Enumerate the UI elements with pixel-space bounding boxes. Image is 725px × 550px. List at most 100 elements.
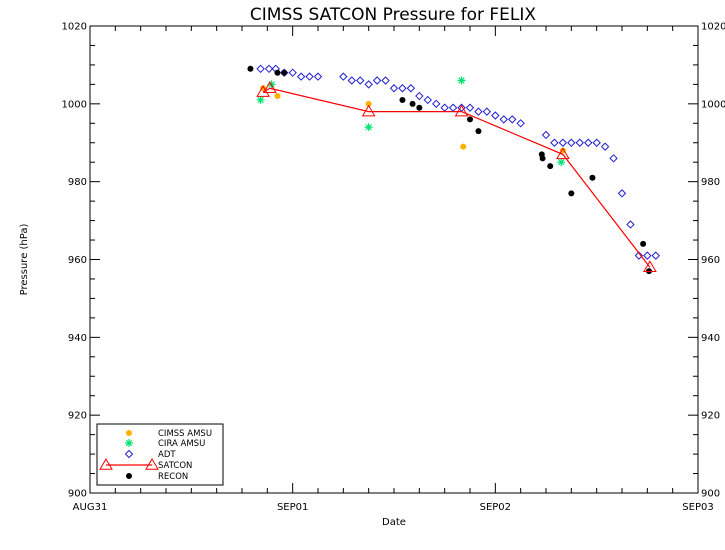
y-tick-label-left: 900 — [68, 489, 87, 500]
recon-point — [568, 190, 575, 197]
adt-point — [432, 99, 441, 109]
legend-item-satcon: SATCON — [99, 458, 192, 471]
adt-point — [448, 103, 458, 112]
adt-point — [356, 76, 365, 85]
cira-amsu-point — [364, 123, 373, 132]
axis-tick-labels: 900 900 920 920 940 940 960 960 980 980 1000 1000 10… — [62, 22, 725, 514]
y-tick-label-right: 940 — [701, 333, 720, 344]
adt-point — [372, 76, 382, 85]
plot-frame — [89, 25, 699, 494]
series-cira-amsu — [256, 76, 566, 167]
legend-marker-adt — [124, 449, 134, 459]
y-tick-label-right: 920 — [701, 411, 720, 422]
series-satcon — [256, 81, 657, 272]
cimss-amsu-point — [460, 143, 467, 150]
adt-point — [474, 107, 483, 116]
adt-point — [491, 111, 500, 120]
legend-label-cira-amsu: CIRA AMSU — [158, 439, 205, 449]
cimss-amsu-point — [274, 93, 281, 100]
y-tick-label-right: 960 — [701, 255, 720, 266]
y-tick-label-left: 980 — [68, 177, 87, 188]
recon-point — [247, 65, 254, 72]
legend-marker-satcon — [99, 458, 113, 470]
recon-point — [416, 104, 423, 111]
satcon-point — [256, 85, 270, 97]
adt-point — [499, 115, 508, 124]
satcon-point — [454, 104, 469, 117]
adt-point — [609, 154, 618, 163]
legend-item-adt: ADT — [124, 449, 176, 460]
adt-point — [398, 84, 407, 93]
adt-point — [313, 72, 323, 81]
recon-point — [281, 69, 288, 76]
satcon-point — [556, 147, 570, 160]
recon-point — [539, 155, 546, 162]
adt-point — [600, 142, 610, 151]
recon-point — [274, 69, 281, 76]
cimss-amsu-point — [559, 147, 566, 154]
adt-point — [264, 64, 274, 74]
adt-point — [575, 138, 584, 147]
adt-point — [558, 138, 568, 147]
adt-point — [406, 84, 416, 93]
adt-point — [288, 68, 297, 77]
adt-point — [256, 64, 265, 74]
adt-point — [541, 130, 551, 140]
recon-point — [640, 240, 647, 247]
adt-point — [339, 72, 348, 81]
adt-point — [516, 119, 525, 128]
x-tick-label: SEP03 — [682, 502, 713, 513]
x-axis-label: Date — [382, 517, 406, 528]
adt-point — [592, 138, 601, 147]
chart-title: CIMSS SATCON Pressure for FELIX — [250, 5, 536, 25]
adt-point — [651, 251, 660, 260]
adt-point — [567, 138, 576, 147]
plot-border — [89, 25, 699, 494]
series-recon — [247, 65, 653, 275]
adt-point — [389, 84, 399, 93]
legend-label-adt: ADT — [158, 450, 176, 460]
x-tick-label: AUG31 — [73, 502, 108, 513]
y-tick-label-right: 1020 — [701, 22, 725, 33]
y-axis-label: Pressure (hPa) — [19, 224, 30, 296]
legend-marker-cira-amsu — [125, 439, 133, 447]
series-cimss-amsu — [260, 85, 566, 154]
recon-point — [589, 174, 596, 181]
adt-point — [626, 220, 635, 229]
y-tick-label-left: 940 — [68, 333, 87, 344]
cira-amsu-point — [557, 158, 566, 167]
adt-point — [584, 138, 593, 147]
y-tick-label-right: 980 — [701, 177, 720, 188]
recon-point — [467, 116, 473, 123]
y-tick-label-right: 900 — [701, 489, 720, 500]
x-tick-label: SEP02 — [480, 502, 511, 513]
satcon-point — [642, 260, 657, 272]
adt-point — [415, 91, 424, 101]
adt-point — [440, 103, 449, 112]
recon-point — [399, 96, 406, 103]
legend-label-recon: RECON — [158, 472, 188, 482]
y-tick-label-left: 920 — [68, 411, 87, 422]
adt-point — [381, 76, 390, 85]
legend-marker-recon — [126, 473, 132, 479]
adt-point — [617, 189, 627, 198]
legend-box — [96, 423, 224, 486]
recon-point — [547, 163, 554, 170]
adt-point — [465, 103, 475, 112]
satcon-point — [262, 81, 277, 93]
adt-point — [643, 251, 652, 260]
legend-item-cira-amsu: CIRA AMSU — [125, 439, 205, 449]
y-tick-label-left: 960 — [68, 255, 87, 266]
legend-item-recon: RECON — [126, 472, 188, 482]
cira-amsu-point — [457, 76, 466, 85]
legend-item-cimss-amsu: CIMSS AMSU — [126, 429, 212, 439]
x-tick-label: SEP01 — [277, 502, 308, 513]
cimss-amsu-point — [365, 100, 372, 107]
legend-marker-cimss-amsu — [126, 430, 132, 436]
y-tick-label-right: 1000 — [701, 99, 725, 110]
recon-point — [409, 100, 416, 107]
adt-point — [550, 138, 559, 147]
adt-point — [482, 107, 492, 116]
